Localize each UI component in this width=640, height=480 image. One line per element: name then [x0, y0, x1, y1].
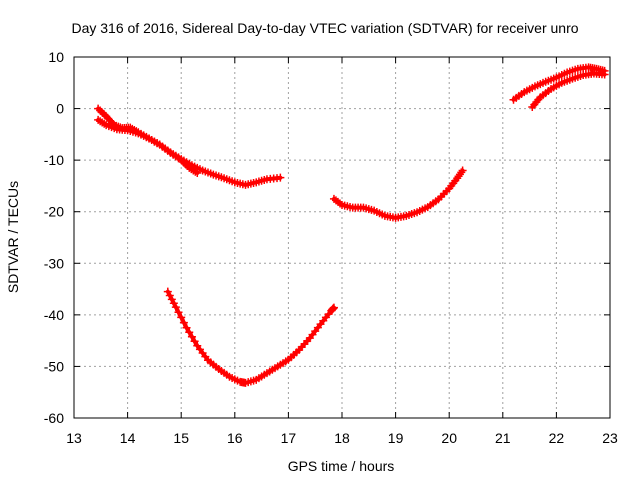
grid-lines — [74, 57, 610, 418]
x-tick-label: 18 — [334, 430, 350, 446]
x-axis-label: GPS time / hours — [288, 458, 395, 474]
x-tick-label: 19 — [388, 430, 404, 446]
x-tick-label: 17 — [281, 430, 297, 446]
y-tick-label: -30 — [44, 255, 64, 271]
x-tick-label: 14 — [120, 430, 136, 446]
y-tick-label: -50 — [44, 358, 64, 374]
data-point — [182, 323, 191, 332]
x-tick-label: 15 — [173, 430, 189, 446]
tick-labels: 13 14 15 16 17 18 19 20 21 22 23 -60 -50 -40 -30 -20 -10… — [44, 49, 618, 446]
data-point — [600, 70, 609, 79]
x-tick-label: 23 — [602, 430, 618, 446]
y-tick-label: 10 — [48, 49, 64, 65]
y-tick-label: -60 — [44, 410, 64, 426]
y-tick-label: -40 — [44, 307, 64, 323]
data-series-6 — [528, 69, 609, 112]
x-tick-label: 22 — [549, 430, 565, 446]
data-series-5 — [509, 63, 609, 104]
series-trace — [530, 71, 607, 109]
data-series-1 — [94, 104, 285, 189]
data-point — [174, 308, 183, 317]
data-point — [187, 332, 196, 341]
data-point — [329, 303, 338, 312]
data-series-2 — [94, 115, 202, 178]
x-tick-label: 13 — [66, 430, 82, 446]
y-tick-label: -10 — [44, 152, 64, 168]
data-point — [179, 318, 188, 327]
y-tick-label: 0 — [56, 101, 64, 117]
y-tick-label: -20 — [44, 204, 64, 220]
data-point — [190, 337, 199, 346]
data-point — [185, 328, 194, 337]
y-axis-label: SDTVAR / TECUs — [5, 181, 21, 293]
x-tick-label: 20 — [441, 430, 457, 446]
data-point — [458, 166, 467, 175]
axis-ticks — [73, 56, 611, 419]
data-point — [177, 313, 186, 322]
x-tick-label: 21 — [495, 430, 511, 446]
data-series — [94, 63, 609, 387]
data-point — [276, 173, 285, 182]
data-point — [193, 169, 202, 178]
x-tick-label: 16 — [227, 430, 243, 446]
series-trace — [96, 106, 283, 187]
data-series-4 — [163, 287, 338, 387]
data-point — [171, 303, 180, 312]
chart-title: Day 316 of 2016, Sidereal Day-to-day VTE… — [71, 20, 578, 36]
data-series-3 — [329, 166, 467, 222]
